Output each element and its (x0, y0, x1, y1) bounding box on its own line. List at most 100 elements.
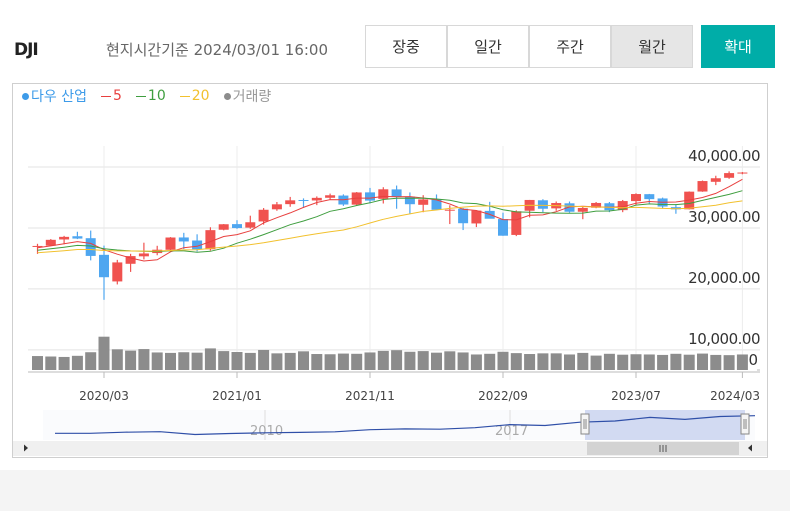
candle-body (285, 200, 296, 205)
volume-bar (617, 354, 629, 370)
period-button[interactable]: 월간 (611, 25, 693, 68)
scroll-grip (659, 445, 667, 452)
candle-body (178, 237, 189, 242)
candle-body (577, 207, 588, 212)
candle-body (511, 211, 522, 235)
volume-bar (32, 356, 43, 370)
volume-bar (630, 354, 642, 370)
period-button[interactable]: 일간 (447, 25, 529, 68)
candle-body (404, 196, 415, 205)
y-tick-label: 10,000.00 (688, 330, 760, 348)
handle-grip (743, 419, 747, 429)
volume-bar (657, 354, 669, 370)
volume-bar (391, 350, 403, 370)
candle-body (617, 201, 628, 211)
moving-average-line (37, 200, 743, 254)
legend-label: 10 (147, 88, 166, 104)
volume-bar (178, 352, 190, 370)
volume-bar (404, 351, 416, 370)
volume-bar (111, 349, 123, 370)
period-button[interactable]: 장중 (365, 25, 447, 68)
volume-bar (311, 354, 323, 370)
navigator-handle[interactable] (580, 413, 590, 435)
candle-body (72, 236, 83, 239)
volume-bar (231, 352, 243, 370)
volume-bar (298, 351, 309, 370)
candle-body (697, 181, 708, 192)
y-tick-label: 20,000.00 (688, 269, 760, 287)
x-tick-label: 2020/03 (79, 389, 129, 403)
candle-body (431, 199, 442, 210)
volume-bar (697, 353, 708, 370)
handle-grip (583, 419, 587, 429)
volume-bar (58, 356, 70, 370)
legend-item: 10 (135, 86, 166, 106)
volume-bar (510, 353, 522, 370)
candle-body (99, 254, 109, 278)
period-button[interactable]: 확대 (701, 25, 775, 68)
candle-body (458, 208, 469, 224)
symbol: DJI (14, 40, 39, 60)
candle-body (498, 219, 508, 236)
candle-body (45, 239, 56, 246)
candle-body (365, 192, 375, 201)
volume-bar (351, 353, 363, 370)
candle-body (232, 224, 242, 229)
legend: 다우 산업 5 10 20 거래량 (22, 86, 271, 106)
candle-body (644, 194, 655, 200)
volume-bar (284, 352, 296, 370)
navigator-line (55, 415, 756, 436)
candle-body (59, 236, 70, 240)
moving-average-line (37, 178, 743, 262)
scroll-left[interactable] (24, 444, 28, 452)
volume-bar (444, 351, 456, 370)
volume-bar (577, 352, 589, 370)
period-button[interactable]: 주간 (529, 25, 611, 68)
candle-body (710, 178, 721, 182)
volume-bar (736, 354, 748, 370)
volume-bar (191, 352, 203, 370)
volume-bar (537, 353, 549, 370)
volume-bar (670, 353, 682, 370)
timestamp: 현지시간기준 2024/03/01 16:00 (106, 41, 329, 59)
volume-bar (151, 352, 163, 370)
candle-body (444, 209, 455, 211)
volume-bar (590, 355, 602, 370)
candle-body (112, 262, 123, 282)
candle-body (471, 210, 482, 224)
candle-body (391, 189, 402, 197)
x-tick-label: 2024/03 (710, 389, 760, 403)
volume-bar (550, 353, 562, 370)
volume-bar (643, 354, 655, 370)
candle-body (245, 222, 256, 228)
legend-label: 거래량 (232, 89, 272, 105)
volume-bar (125, 350, 137, 370)
volume-bar (45, 356, 57, 370)
navigator-handle[interactable] (740, 413, 750, 435)
x-tick-label: 2022/09 (478, 389, 528, 403)
scroll-right[interactable] (748, 444, 752, 452)
candle-body (125, 256, 136, 264)
candle-body (32, 245, 43, 247)
navigator-tick-label: 2010 (250, 424, 283, 439)
candle-body (138, 253, 149, 257)
candle-body (378, 189, 389, 199)
volume-bar (244, 352, 256, 370)
volume-bar (258, 349, 270, 370)
y-tick-label: 40,000.00 (688, 147, 760, 165)
legend-item: 다우 산업 (22, 86, 87, 106)
scrollbar[interactable] (13, 441, 767, 456)
navigator-tick-label: 2017 (495, 424, 528, 439)
y-tick-label: 30,000.00 (688, 208, 760, 226)
candle-body (85, 238, 96, 256)
volume-bar (683, 354, 695, 370)
volume-bar (470, 354, 482, 370)
volume-bar (524, 354, 536, 370)
volume-bar (484, 353, 496, 370)
candle-body (192, 240, 203, 250)
candle-body (631, 194, 641, 202)
volume-bar (431, 352, 442, 370)
chart-frame (12, 83, 768, 458)
